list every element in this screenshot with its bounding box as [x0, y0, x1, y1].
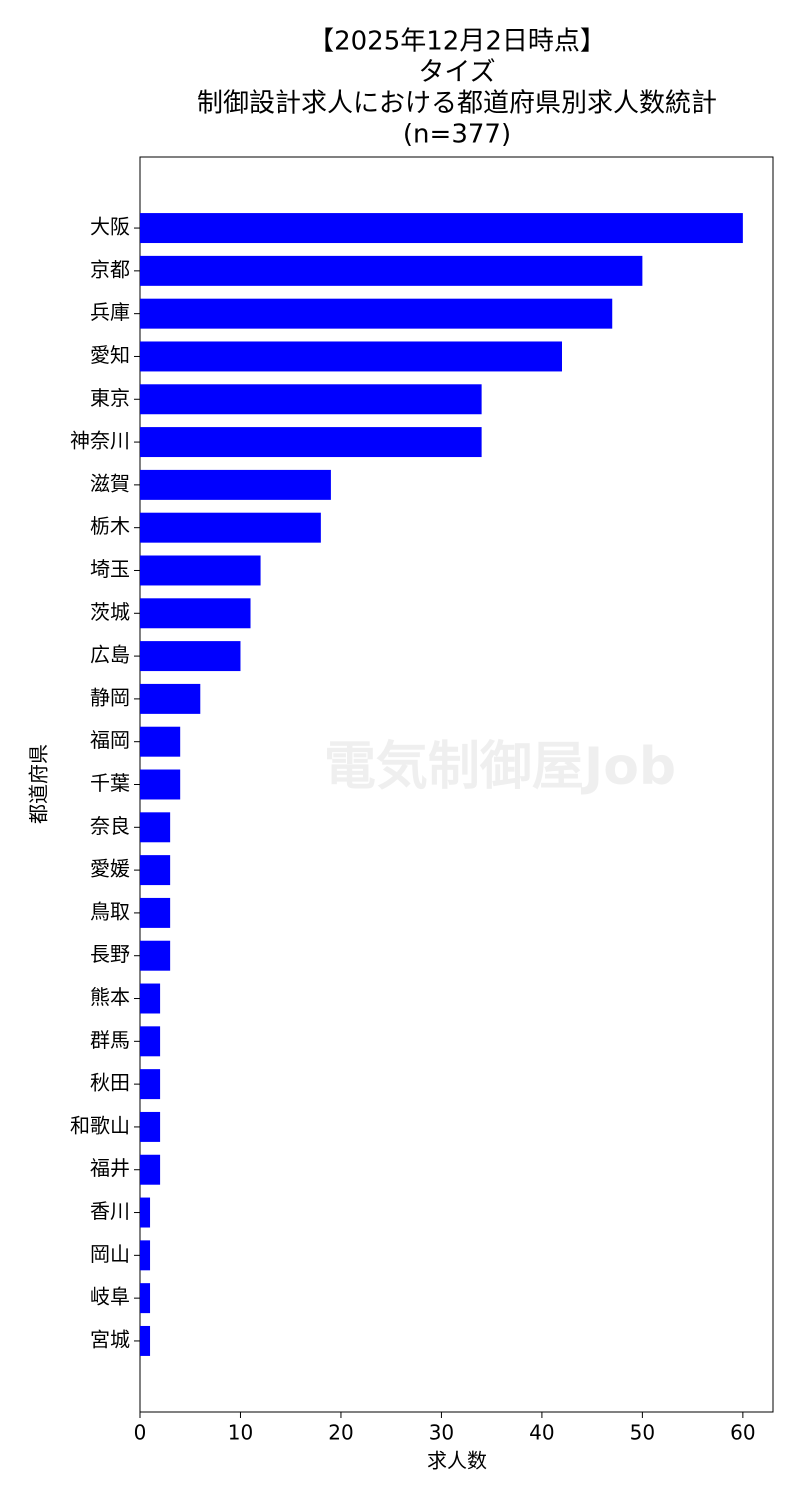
- bar: [140, 983, 161, 1014]
- chart-title: (n=377): [403, 120, 511, 150]
- bar: [140, 855, 171, 886]
- bar: [140, 1026, 161, 1057]
- bar: [140, 1240, 151, 1271]
- bar: [140, 1154, 161, 1185]
- y-tick-label: 宮城: [90, 1327, 130, 1351]
- y-axis-label: 都道府県: [27, 744, 51, 824]
- y-tick-label: 愛知: [90, 343, 130, 367]
- bar: [140, 1197, 151, 1228]
- bar: [140, 427, 482, 458]
- bar: [140, 598, 251, 629]
- bar: [140, 769, 181, 800]
- watermark: 電気制御屋Job: [324, 737, 676, 797]
- bar: [140, 726, 181, 757]
- chart-title: タイズ: [418, 58, 495, 88]
- y-tick-label: 福岡: [90, 728, 130, 752]
- y-tick-label: 兵庫: [90, 300, 130, 324]
- y-tick-label: 和歌山: [70, 1113, 130, 1137]
- bar: [140, 469, 331, 500]
- y-tick-label: 京都: [90, 257, 130, 281]
- y-tick-label: 長野: [90, 942, 130, 966]
- y-tick-label: 茨城: [90, 600, 130, 624]
- x-tick-label: 0: [134, 1421, 147, 1445]
- x-axis-label: 求人数: [427, 1449, 487, 1473]
- y-tick-label: 群馬: [90, 1028, 130, 1052]
- y-tick-label: 静岡: [90, 685, 130, 709]
- y-tick-label: 神奈川: [70, 429, 130, 453]
- bar: [140, 555, 261, 586]
- chart-title: 制御設計求人における都道府県別求人数統計: [197, 89, 717, 119]
- bar: [140, 213, 743, 244]
- y-tick-label: 香川: [90, 1199, 130, 1223]
- x-tick-label: 50: [630, 1421, 655, 1445]
- bar: [140, 384, 482, 415]
- bar: [140, 897, 171, 928]
- bar: [140, 940, 171, 971]
- chart-title: 【2025年12月2日時点】: [308, 27, 606, 57]
- y-tick-label: 奈良: [90, 814, 130, 838]
- x-tick-label: 60: [730, 1421, 755, 1445]
- y-tick-label: 滋賀: [90, 471, 130, 495]
- bar: [140, 512, 321, 543]
- x-tick-label: 30: [429, 1421, 454, 1445]
- y-tick-label: 岡山: [90, 1242, 130, 1266]
- y-tick-label: 福井: [90, 1156, 130, 1180]
- bar: [140, 341, 562, 372]
- y-tick-label: 鳥取: [90, 899, 130, 923]
- bar: [140, 1283, 151, 1314]
- y-tick-label: 岐阜: [90, 1285, 130, 1309]
- y-tick-label: 愛媛: [90, 857, 130, 881]
- y-tick-label: 東京: [90, 386, 130, 410]
- bar: [140, 683, 201, 714]
- bar: [140, 1069, 161, 1100]
- bar: [140, 298, 613, 329]
- y-tick-label: 秋田: [90, 1071, 130, 1095]
- y-tick-label: 千葉: [90, 771, 130, 795]
- y-tick-label: 広島: [90, 643, 130, 667]
- bar: [140, 255, 643, 286]
- x-tick-label: 20: [328, 1421, 353, 1445]
- bar: [140, 641, 241, 672]
- bar: [140, 812, 171, 843]
- y-tick-label: 熊本: [90, 985, 130, 1009]
- y-tick-label: 栃木: [90, 514, 130, 538]
- y-tick-label: 大阪: [90, 215, 130, 239]
- bar: [140, 1111, 161, 1142]
- x-tick-label: 10: [228, 1421, 253, 1445]
- bar: [140, 1325, 151, 1356]
- x-tick-label: 40: [529, 1421, 554, 1445]
- y-tick-label: 埼玉: [90, 557, 130, 581]
